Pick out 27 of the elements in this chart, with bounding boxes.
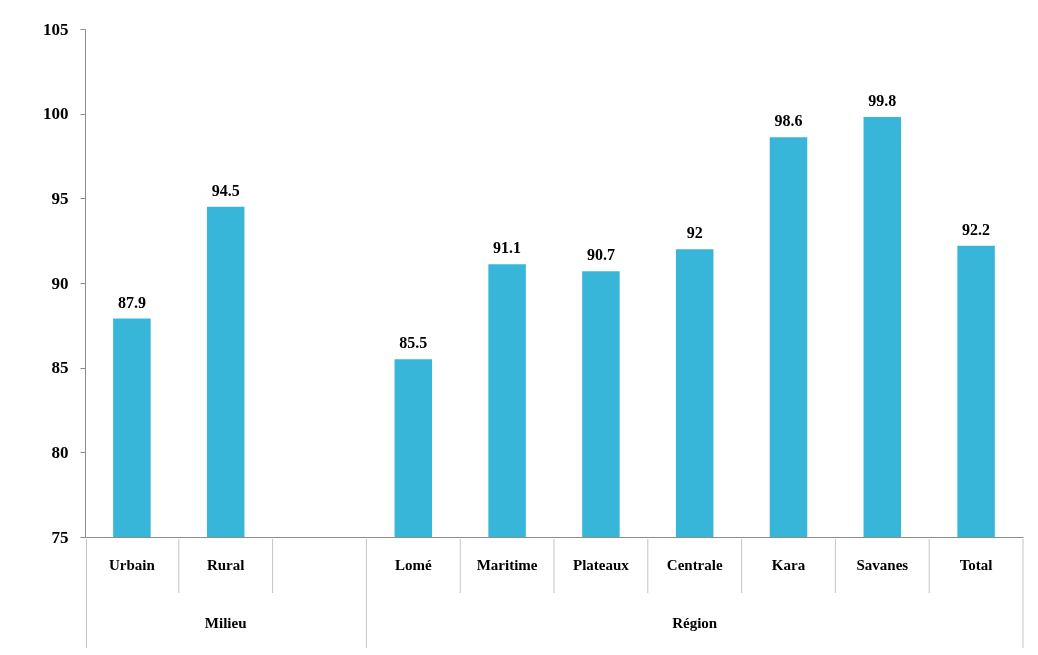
x-tick-label: Kara (771, 556, 806, 573)
data-label: 85.5 (399, 334, 428, 352)
data-label: 94.5 (211, 181, 240, 199)
y-tick-label: 80 (51, 442, 69, 462)
y-tick-label: 75 (51, 527, 69, 547)
data-label: 90.7 (586, 246, 615, 264)
x-tick-label: Rural (206, 556, 245, 573)
x-tick-label: Lomé (394, 556, 432, 573)
data-label: 87.9 (117, 293, 146, 311)
x-tick-label: Savanes (856, 556, 909, 573)
y-tick-label: 85 (51, 358, 69, 378)
data-label: 98.6 (774, 112, 803, 130)
data-label: 91.1 (493, 239, 522, 257)
x-tick-label: Urbain (108, 556, 156, 573)
x-tick-label: Plateaux (572, 556, 630, 573)
data-label: 99.8 (868, 92, 897, 110)
x-tick-label: Centrale (666, 556, 723, 573)
y-tick-label: 95 (51, 188, 69, 208)
x-tick-label: Maritime (476, 556, 538, 573)
data-label: 92 (686, 224, 703, 242)
x-tick-label: Total (959, 556, 993, 573)
text: Milieu (204, 615, 247, 631)
data-label: 92.2 (962, 220, 991, 238)
y-tick-label: 100 (43, 104, 69, 124)
text: Région (672, 615, 718, 631)
y-tick-label: 105 (43, 19, 69, 39)
y-tick-label: 90 (51, 273, 69, 293)
